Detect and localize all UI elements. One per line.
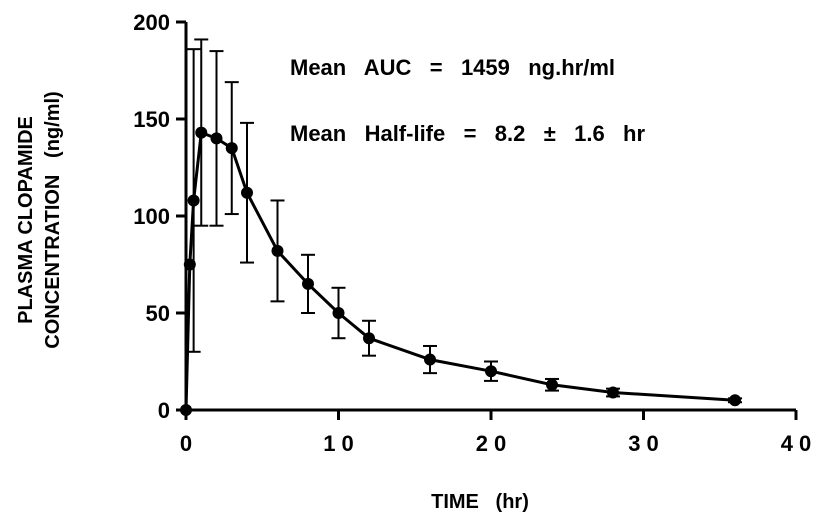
y-tick-label: 150 bbox=[133, 107, 170, 132]
annotation-half-life: Mean Half-life = 8.2 ± 1.6 hr bbox=[290, 121, 645, 146]
data-point bbox=[241, 186, 253, 199]
data-point bbox=[271, 244, 284, 257]
error-bars bbox=[186, 38, 742, 404]
y-tick-label: 100 bbox=[133, 204, 170, 229]
data-point bbox=[195, 126, 208, 139]
data-point bbox=[210, 132, 223, 145]
x-tick-label: 3 0 bbox=[628, 431, 659, 456]
tick-labels: 0 50 100 150 200 0 1 0 2 0 3 0 4 0 bbox=[133, 10, 811, 456]
x-axis-title: TIME (hr) bbox=[431, 491, 529, 513]
y-tick-label: 0 bbox=[158, 398, 170, 423]
data-points bbox=[180, 126, 741, 416]
annotation-auc: Mean AUC = 1459 ng.hr/ml bbox=[290, 55, 615, 80]
x-tick-label: 2 0 bbox=[476, 431, 507, 456]
data-point bbox=[225, 142, 238, 155]
data-point bbox=[485, 365, 497, 378]
data-point bbox=[607, 386, 619, 399]
data-point bbox=[546, 378, 558, 391]
data-point bbox=[332, 307, 345, 319]
data-point bbox=[187, 194, 200, 207]
y-tick-label: 200 bbox=[133, 10, 170, 35]
data-point bbox=[302, 277, 314, 290]
data-point bbox=[424, 353, 436, 366]
series-line bbox=[184, 131, 736, 411]
x-tick-label: 0 bbox=[180, 431, 192, 456]
data-point bbox=[180, 404, 192, 416]
x-tick-label: 1 0 bbox=[323, 431, 354, 456]
y-axis-title-line2: CONCENTRATION (ng/ml) bbox=[42, 91, 64, 348]
data-point bbox=[363, 332, 375, 345]
axes bbox=[176, 20, 798, 420]
data-point bbox=[729, 394, 741, 407]
x-tick-label: 4 0 bbox=[781, 431, 812, 456]
y-tick-label: 50 bbox=[146, 301, 170, 326]
y-axis-title-line1: PLASMA CLOPAMIDE bbox=[15, 116, 37, 324]
data-point bbox=[183, 258, 196, 271]
series-line-layer bbox=[184, 131, 736, 411]
